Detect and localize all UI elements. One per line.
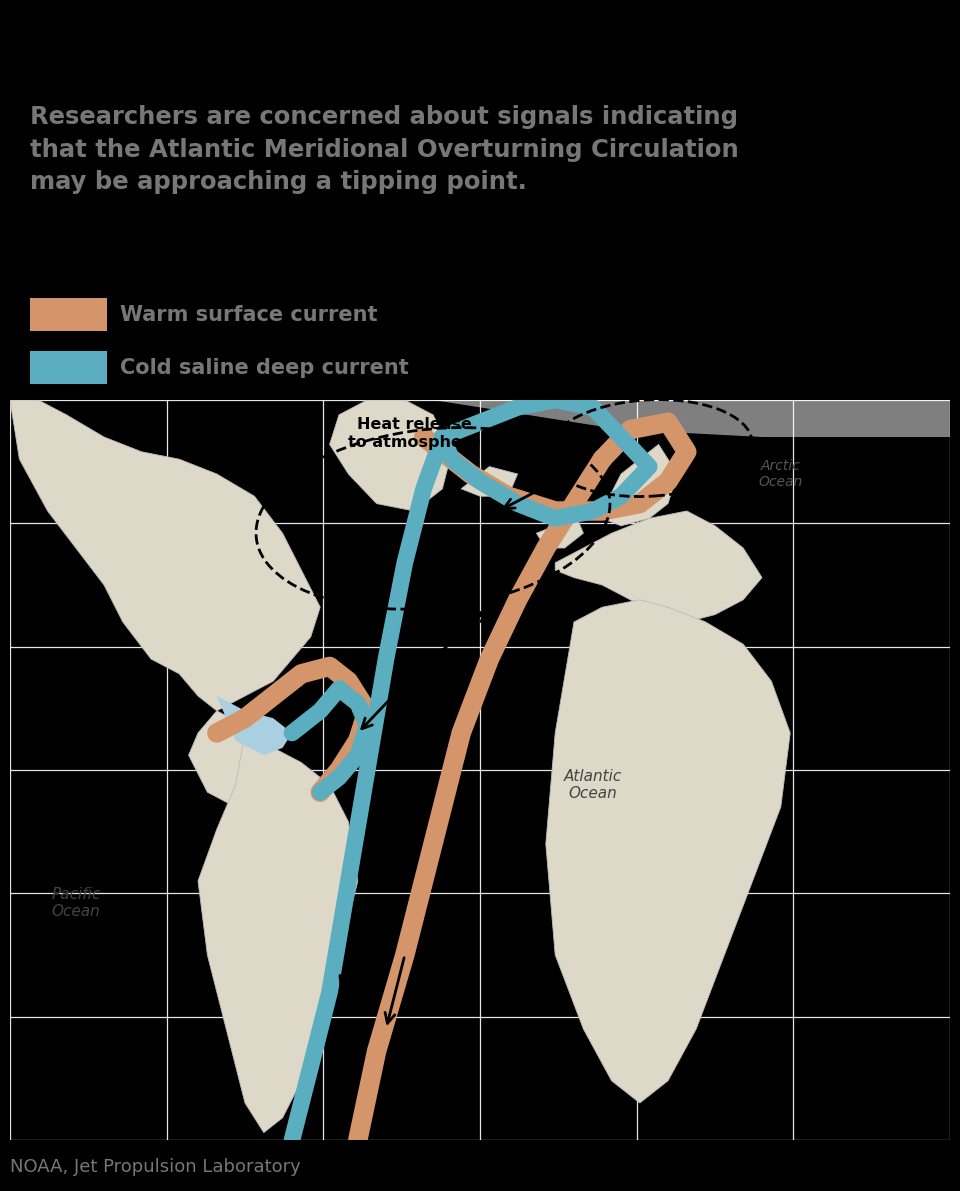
Polygon shape (217, 696, 292, 755)
Polygon shape (10, 400, 950, 437)
Text: Heat release
to atmosphere: Heat release to atmosphere (348, 417, 481, 449)
Polygon shape (188, 711, 274, 807)
Polygon shape (10, 400, 321, 711)
Bar (30, 351, 107, 384)
Text: Researchers are concerned about signals indicating
that the Atlantic Meridional : Researchers are concerned about signals … (30, 105, 739, 194)
Polygon shape (198, 732, 358, 1133)
Bar (30, 298, 107, 331)
Polygon shape (555, 511, 762, 622)
Text: Pacific
Ocean: Pacific Ocean (51, 887, 101, 919)
Polygon shape (461, 467, 517, 497)
Polygon shape (537, 511, 584, 548)
Polygon shape (602, 444, 678, 525)
Text: Cold saline deep current: Cold saline deep current (120, 357, 409, 378)
Text: Atlantic
Ocean: Atlantic Ocean (564, 768, 622, 802)
Text: Arctic
Ocean: Arctic Ocean (758, 459, 803, 490)
Polygon shape (546, 600, 790, 1103)
Text: Warm surface current: Warm surface current (120, 305, 377, 325)
Polygon shape (329, 400, 452, 511)
Text: NOAA, Jet Propulsion Laboratory: NOAA, Jet Propulsion Laboratory (10, 1158, 300, 1176)
